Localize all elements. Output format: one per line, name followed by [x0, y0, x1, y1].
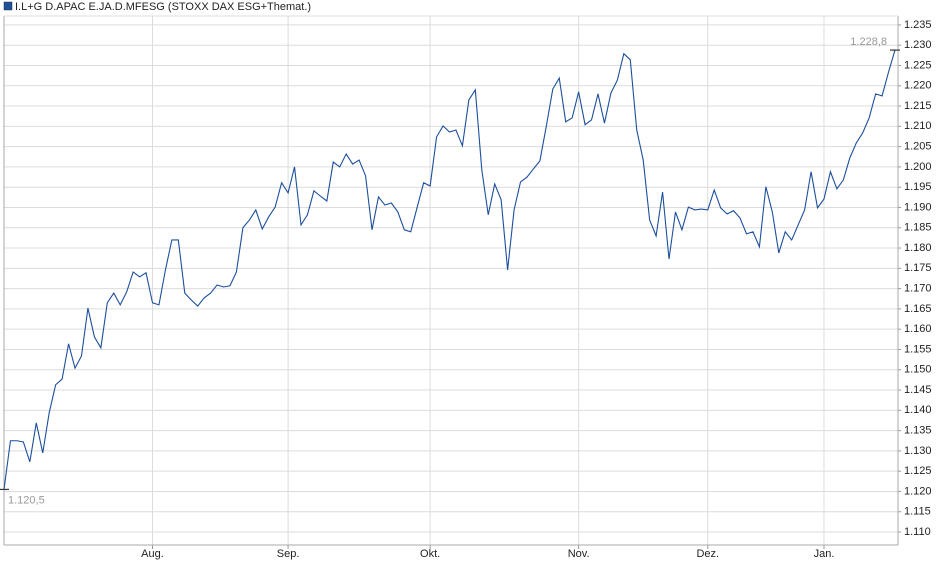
y-tick-label: 1.190: [904, 201, 932, 213]
y-tick-label: 1.185: [904, 222, 932, 234]
y-tick-label: 1.225: [904, 59, 932, 71]
value-label: 1.120,5: [8, 494, 45, 506]
y-tick-label: 1.215: [904, 100, 932, 112]
y-tick-label: 1.140: [904, 404, 932, 416]
y-tick-label: 1.110: [904, 526, 931, 538]
y-tick-label: 1.115: [904, 506, 931, 518]
y-tick-label: 1.120: [904, 485, 932, 497]
x-tick-label: Jan.: [814, 548, 835, 560]
y-tick-label: 1.175: [904, 262, 932, 274]
price-line: [3, 49, 896, 490]
y-tick-label: 1.180: [904, 242, 932, 254]
y-tick-label: 1.170: [904, 283, 932, 295]
x-tick-label: Dez.: [696, 548, 719, 560]
x-tick-label: Sep.: [277, 548, 300, 560]
y-tick-label: 1.200: [904, 161, 932, 173]
y-tick-label: 1.130: [904, 445, 932, 457]
x-tick-label: Nov.: [568, 548, 590, 560]
legend-label: I.L+G D.APAC E.JA.D.MFESG (STOXX DAX ESG…: [15, 1, 311, 13]
y-tick-label: 1.155: [904, 343, 932, 355]
y-tick-label: 1.160: [904, 323, 932, 335]
y-tick-label: 1.230: [904, 39, 932, 51]
y-tick-label: 1.210: [904, 120, 932, 132]
y-tick-label: 1.150: [904, 364, 932, 376]
y-tick-label: 1.220: [904, 80, 932, 92]
y-tick-label: 1.195: [904, 181, 932, 193]
y-tick-label: 1.205: [904, 141, 932, 153]
y-tick-label: 1.125: [904, 465, 932, 477]
y-tick-label: 1.135: [904, 425, 932, 437]
y-tick-label: 1.165: [904, 303, 932, 315]
y-tick-label: 1.145: [904, 384, 932, 396]
x-tick-label: Okt.: [420, 548, 440, 560]
legend-swatch: [3, 1, 13, 11]
value-label: 1.228,8: [850, 36, 887, 48]
x-tick-label: Aug.: [141, 548, 164, 560]
y-tick-label: 1.235: [904, 19, 932, 31]
